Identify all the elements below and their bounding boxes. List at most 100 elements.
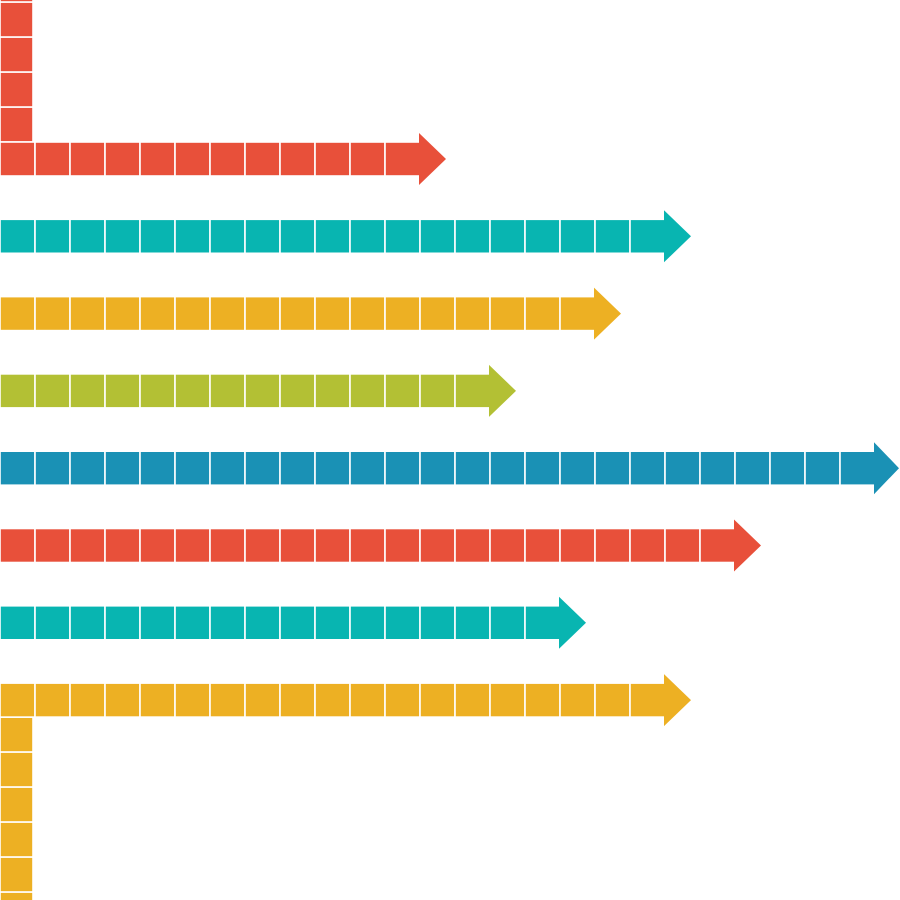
arrow-square: [524, 218, 561, 255]
arrow-head: [734, 519, 761, 572]
arrow-square: [384, 527, 421, 564]
arrow-square: [0, 751, 34, 788]
arrow-square: [209, 218, 246, 255]
arrow-square: [524, 682, 561, 718]
arrow-square: [524, 604, 561, 641]
arrow-square: [209, 527, 246, 564]
arrow-square: [419, 682, 456, 718]
arrow-square: [419, 295, 456, 332]
arrow-square: [69, 218, 106, 255]
arrow-square: [34, 527, 71, 564]
arrow-head: [419, 133, 446, 185]
arrow-square: [139, 527, 176, 564]
arrow-square: [34, 141, 71, 177]
arrow-square: [419, 450, 456, 487]
arrow-square: [244, 682, 281, 718]
arrow-square: [0, 1, 34, 38]
arrow-square: [0, 106, 34, 143]
arrow-square: [314, 295, 351, 332]
arrow-square: [0, 716, 34, 753]
arrow-square: [489, 604, 526, 641]
arrow-4: [0, 364, 516, 417]
arrow-square: [174, 141, 211, 177]
arrow-square: [594, 450, 631, 487]
arrow-square: [104, 527, 141, 564]
arrow-square: [489, 295, 526, 332]
arrow-square: [174, 373, 211, 409]
arrow-square: [629, 450, 666, 487]
arrow-square: [384, 141, 421, 177]
arrow-square: [489, 527, 526, 564]
arrow-square: [419, 373, 456, 409]
arrow-square: [349, 295, 386, 332]
arrow-square: [0, 36, 34, 73]
arrow-square: [454, 218, 491, 255]
arrow-square: [314, 604, 351, 641]
arrow-square: [454, 682, 491, 718]
arrow-square: [384, 604, 421, 641]
arrow-square: [279, 141, 316, 177]
arrow-square: [69, 682, 106, 718]
arrow-square: [559, 527, 596, 564]
arrow-square: [489, 218, 526, 255]
arrow-square: [349, 682, 386, 718]
arrow-square: [174, 682, 211, 718]
arrow-square: [0, 450, 36, 487]
arrow-square: [314, 373, 351, 409]
arrow-head: [874, 442, 899, 495]
arrow-square: [454, 450, 491, 487]
arrow-square: [34, 295, 71, 332]
arrow-square: [174, 604, 211, 641]
arrow-square: [0, 856, 34, 893]
arrow-square: [139, 218, 176, 255]
arrow-square: [0, 891, 34, 900]
arrow-square: [699, 450, 736, 487]
arrow-square: [244, 373, 281, 409]
arrow-square: [419, 604, 456, 641]
arrow-6: [0, 519, 761, 572]
arrow-square: [349, 450, 386, 487]
arrow-square: [139, 373, 176, 409]
arrow-square: [174, 527, 211, 564]
arrow-square: [139, 295, 176, 332]
arrow-square: [0, 218, 36, 255]
arrow-square: [0, 0, 34, 3]
arrow-square: [69, 604, 106, 641]
arrow-square: [139, 141, 176, 177]
arrow-square: [244, 527, 281, 564]
arrow-square: [804, 450, 841, 487]
arrow-square: [0, 786, 34, 823]
arrow-square: [489, 450, 526, 487]
arrow-square: [279, 450, 316, 487]
arrow-square: [104, 218, 141, 255]
arrow-square: [279, 527, 316, 564]
arrow-square: [244, 295, 281, 332]
arrow-head: [489, 364, 516, 417]
arrow-square: [69, 295, 106, 332]
arrow-square: [559, 450, 596, 487]
arrow-square: [839, 450, 876, 487]
arrow-square: [279, 295, 316, 332]
arrow-square: [209, 604, 246, 641]
arrow-square: [244, 450, 281, 487]
arrow-square: [209, 141, 246, 177]
arrow-square: [209, 450, 246, 487]
arrow-square: [349, 527, 386, 564]
arrow-square: [104, 450, 141, 487]
arrow-square: [209, 295, 246, 332]
arrow-square: [244, 218, 281, 255]
arrow-square: [559, 295, 596, 332]
arrow-head: [664, 674, 691, 727]
arrow-square: [314, 527, 351, 564]
arrow-square: [734, 450, 771, 487]
arrow-square: [279, 682, 316, 718]
arrow-square: [139, 450, 176, 487]
arrow-2: [0, 210, 691, 263]
arrow-square: [34, 604, 71, 641]
arrow-square: [454, 527, 491, 564]
arrow-square: [384, 218, 421, 255]
arrow-square: [594, 218, 631, 255]
arrow-head: [594, 287, 621, 340]
arrow-square: [34, 373, 71, 409]
arrow-square: [384, 450, 421, 487]
